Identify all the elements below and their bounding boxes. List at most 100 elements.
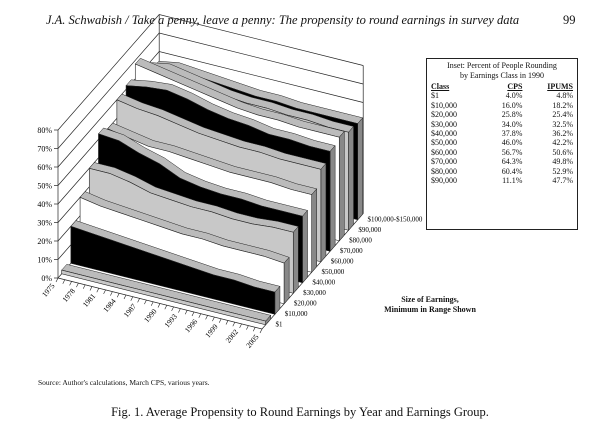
ipums-cell: 36.2%	[552, 129, 573, 139]
inset-row: $20,000 25.8% 25.4%	[431, 110, 573, 119]
class-cell: $40,000	[431, 129, 457, 139]
x-tick	[218, 318, 222, 323]
class-cell: $60,000	[431, 147, 457, 157]
series-area	[61, 269, 266, 326]
depth-axis-title-line1: Size of Earnings,	[401, 295, 459, 304]
class-cell: $50,000	[431, 138, 457, 148]
ipums-cell: 18.2%	[552, 100, 573, 110]
series-ribbon-side	[283, 256, 290, 305]
depth-tick-label: $10,000	[285, 310, 308, 318]
ipums-cell: 32.5%	[552, 119, 573, 129]
cps-cell: 16.0%	[501, 100, 523, 110]
ipums-cell: 47.7%	[552, 176, 573, 186]
cps-cell: 56.7%	[501, 147, 523, 157]
series-ribbon-side	[357, 117, 363, 221]
x-tick	[116, 293, 120, 298]
cps-cell: 25.8%	[501, 110, 523, 120]
depth-tick-label: $1	[276, 321, 284, 329]
class-cell: $90,000	[431, 176, 457, 186]
inset-row: $90,000 11.1% 47.7%	[431, 176, 573, 185]
class-cell: $80,000	[431, 166, 457, 176]
ipums-cell: 4.8%	[556, 91, 573, 101]
x-tick-label: 1981	[81, 292, 98, 309]
x-tick	[252, 327, 256, 332]
x-tick	[69, 281, 72, 286]
inset-row: $60,000 56.7% 50.6%	[431, 148, 573, 157]
series-ribbon-side	[320, 162, 327, 263]
y-tick-label: 60%	[37, 163, 52, 172]
x-tick-label: 1987	[122, 302, 139, 319]
x-tick	[164, 305, 168, 310]
y-tick-label: 10%	[37, 256, 52, 265]
x-tick	[212, 316, 215, 322]
depth-tick-label: $80,000	[349, 237, 372, 245]
y-tick-label: 0%	[41, 274, 52, 283]
x-tick-label: 1990	[142, 307, 159, 324]
depth-tick-label: $50,000	[322, 268, 345, 276]
x-tick	[178, 308, 181, 313]
series-ribbon-side	[293, 225, 299, 294]
x-tick-label: 1975	[40, 281, 57, 298]
inset-title-line2: by Earnings Class in 1990	[460, 71, 544, 80]
inset-table: Class CPS IPUMS $1 4.0% 4.8% $10,000 16.0% 18…	[431, 82, 573, 185]
y-tick-label: 70%	[37, 145, 52, 154]
series-ribbon-side	[339, 130, 345, 242]
inset-row: $10,000 16.0% 18.2%	[431, 101, 573, 110]
depth-tick-label: $60,000	[331, 258, 354, 266]
depth-tick-label: $20,000	[294, 300, 317, 308]
source-note: Source: Author's calculations, March CPS…	[38, 378, 210, 387]
ipums-cell: 52.9%	[552, 166, 573, 176]
class-cell: $10,000	[431, 100, 457, 110]
x-tick-label: 2005	[244, 332, 261, 349]
inset-row: $70,000 64.3% 49.8%	[431, 157, 573, 166]
x-tick	[137, 298, 140, 303]
ipums-cell: 50.6%	[552, 147, 573, 157]
x-tick	[157, 303, 161, 308]
inset-row: $50,000 46.0% 42.2%	[431, 138, 573, 147]
cps-cell: 60.4%	[501, 166, 523, 176]
class-cell: $70,000	[431, 157, 457, 167]
x-tick	[82, 284, 86, 289]
cps-cell: 64.3%	[501, 157, 523, 167]
x-tick	[198, 313, 202, 318]
cps-cell: 34.0%	[501, 119, 523, 129]
x-tick	[76, 282, 79, 288]
x-tick-label: 1978	[60, 286, 77, 303]
series-ribbon-side	[348, 125, 354, 231]
x-tick	[130, 296, 134, 301]
y-tick-label: 80%	[37, 126, 52, 135]
class-cell: $20,000	[431, 110, 457, 120]
inset-row: $30,000 34.0% 32.5%	[431, 120, 573, 129]
x-tick	[232, 322, 236, 327]
x-tick-label: 1984	[101, 297, 118, 314]
x-tick	[62, 279, 66, 284]
x-tick	[103, 289, 106, 295]
x-tick	[144, 299, 147, 305]
series-area	[70, 225, 276, 315]
x-tick-label: 1993	[162, 312, 179, 329]
cps-cell: 4.0%	[505, 91, 523, 101]
cps-cell: 11.1%	[502, 176, 523, 186]
inset-row: $40,000 37.8% 36.2%	[431, 129, 573, 138]
x-tick	[171, 306, 174, 312]
x-tick	[239, 323, 242, 329]
page-number: 99	[563, 13, 576, 27]
x-tick	[55, 277, 59, 283]
cps-cell: 37.8%	[501, 129, 523, 139]
inset-title-line1: Inset: Percent of People Rounding	[447, 61, 557, 70]
x-tick	[246, 325, 249, 330]
series-ribbon-side	[311, 188, 317, 273]
depth-axis-title-line2: Minimum in Range Shown	[384, 305, 476, 314]
x-tick-label: 1996	[183, 317, 200, 334]
x-tick	[110, 291, 113, 296]
series-ribbon-side	[302, 209, 308, 284]
inset-table-box: Inset: Percent of People Rounding by Ear…	[426, 58, 578, 230]
running-title: J.A. Schwabish / Take a penny, leave a p…	[46, 13, 520, 27]
class-cell: $30,000	[431, 119, 457, 129]
x-tick	[225, 320, 229, 325]
depth-tick-label: $40,000	[312, 279, 335, 287]
depth-axis-title: Size of Earnings, Minimum in Range Shown	[375, 295, 485, 315]
inset-row: $1 4.0% 4.8%	[431, 91, 573, 100]
x-tick-label: 1999	[203, 322, 220, 339]
